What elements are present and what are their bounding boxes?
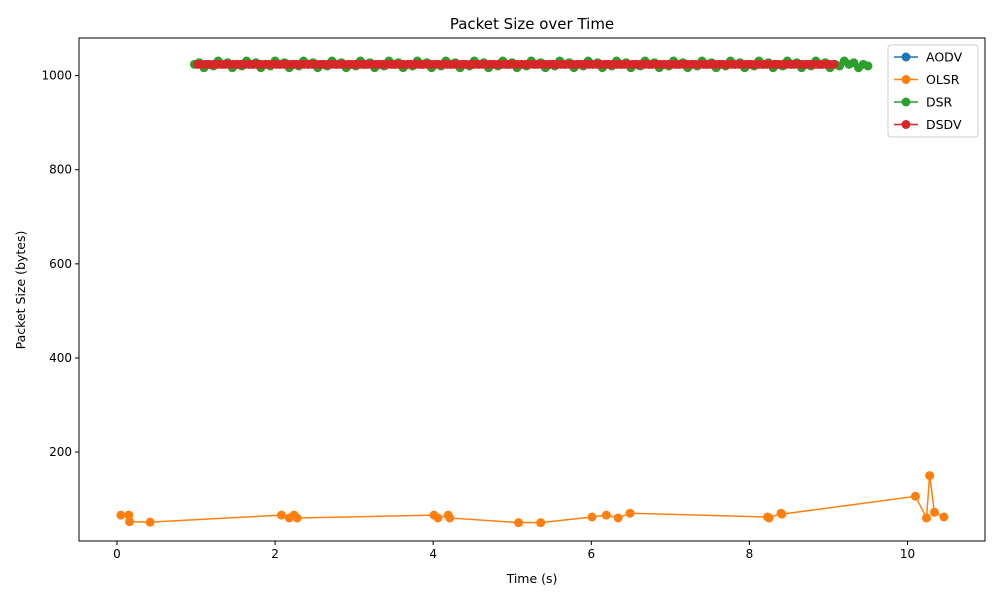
data-point-olsr: [777, 509, 787, 519]
data-point-dsr: [863, 61, 873, 71]
x-tick-label: 10: [900, 547, 915, 561]
legend-marker-dsdv: [901, 120, 911, 129]
series-layer: [116, 56, 949, 528]
y-tick-label: 600: [49, 257, 72, 271]
data-point-olsr: [514, 518, 524, 528]
data-point-olsr: [910, 491, 920, 501]
data-point-olsr: [124, 510, 134, 520]
data-point-olsr: [145, 517, 155, 527]
x-axis-ticks: 0 2 4 6 8 10: [113, 541, 915, 561]
legend-marker-dsr: [901, 97, 911, 107]
data-point-olsr: [625, 508, 635, 518]
data-point-olsr: [925, 471, 935, 481]
y-tick-label: 400: [49, 351, 72, 365]
chart-title: Packet Size over Time: [450, 15, 614, 33]
x-tick-label: 4: [429, 547, 437, 561]
x-tick-label: 8: [746, 547, 754, 561]
data-point-olsr: [764, 513, 774, 523]
data-point-olsr: [939, 512, 949, 522]
legend-marker-olsr: [901, 75, 911, 84]
data-point-dsdv: [829, 59, 839, 69]
x-tick-label: 2: [271, 547, 279, 561]
data-point-olsr: [292, 513, 302, 523]
legend-marker-aodv: [901, 52, 911, 62]
y-tick-label: 1000: [41, 69, 72, 83]
data-point-olsr: [445, 513, 455, 523]
data-point-olsr: [125, 517, 135, 527]
data-point-olsr: [536, 518, 546, 528]
x-tick-label: 6: [587, 547, 595, 561]
data-point-olsr: [116, 510, 126, 520]
legend-label-aodv: AODV: [926, 50, 963, 65]
data-point-olsr: [921, 513, 931, 523]
data-point-olsr: [613, 513, 623, 523]
y-axis-ticks: 200 400 600 800 1000: [41, 69, 79, 459]
data-point-olsr: [929, 507, 939, 517]
data-point-olsr: [587, 512, 597, 522]
legend-box: [887, 44, 979, 138]
x-axis-label: Time (s): [506, 571, 558, 586]
legend-label-olsr: OLSR: [926, 72, 960, 87]
series-dsdv: [193, 59, 839, 69]
legend: AODV OLSR DSR DSDV: [887, 44, 979, 138]
legend-label-dsdv: DSDV: [926, 117, 962, 132]
series-olsr: [116, 471, 949, 528]
data-point-olsr: [433, 513, 443, 523]
y-tick-label: 800: [49, 163, 72, 177]
plot-frame: [78, 37, 986, 542]
y-axis-label: Packet Size (bytes): [13, 231, 28, 350]
data-point-olsr: [601, 510, 611, 520]
x-tick-label: 0: [113, 547, 121, 561]
y-tick-label: 200: [49, 445, 72, 459]
legend-label-dsr: DSR: [926, 95, 953, 110]
data-point-olsr: [276, 510, 286, 520]
